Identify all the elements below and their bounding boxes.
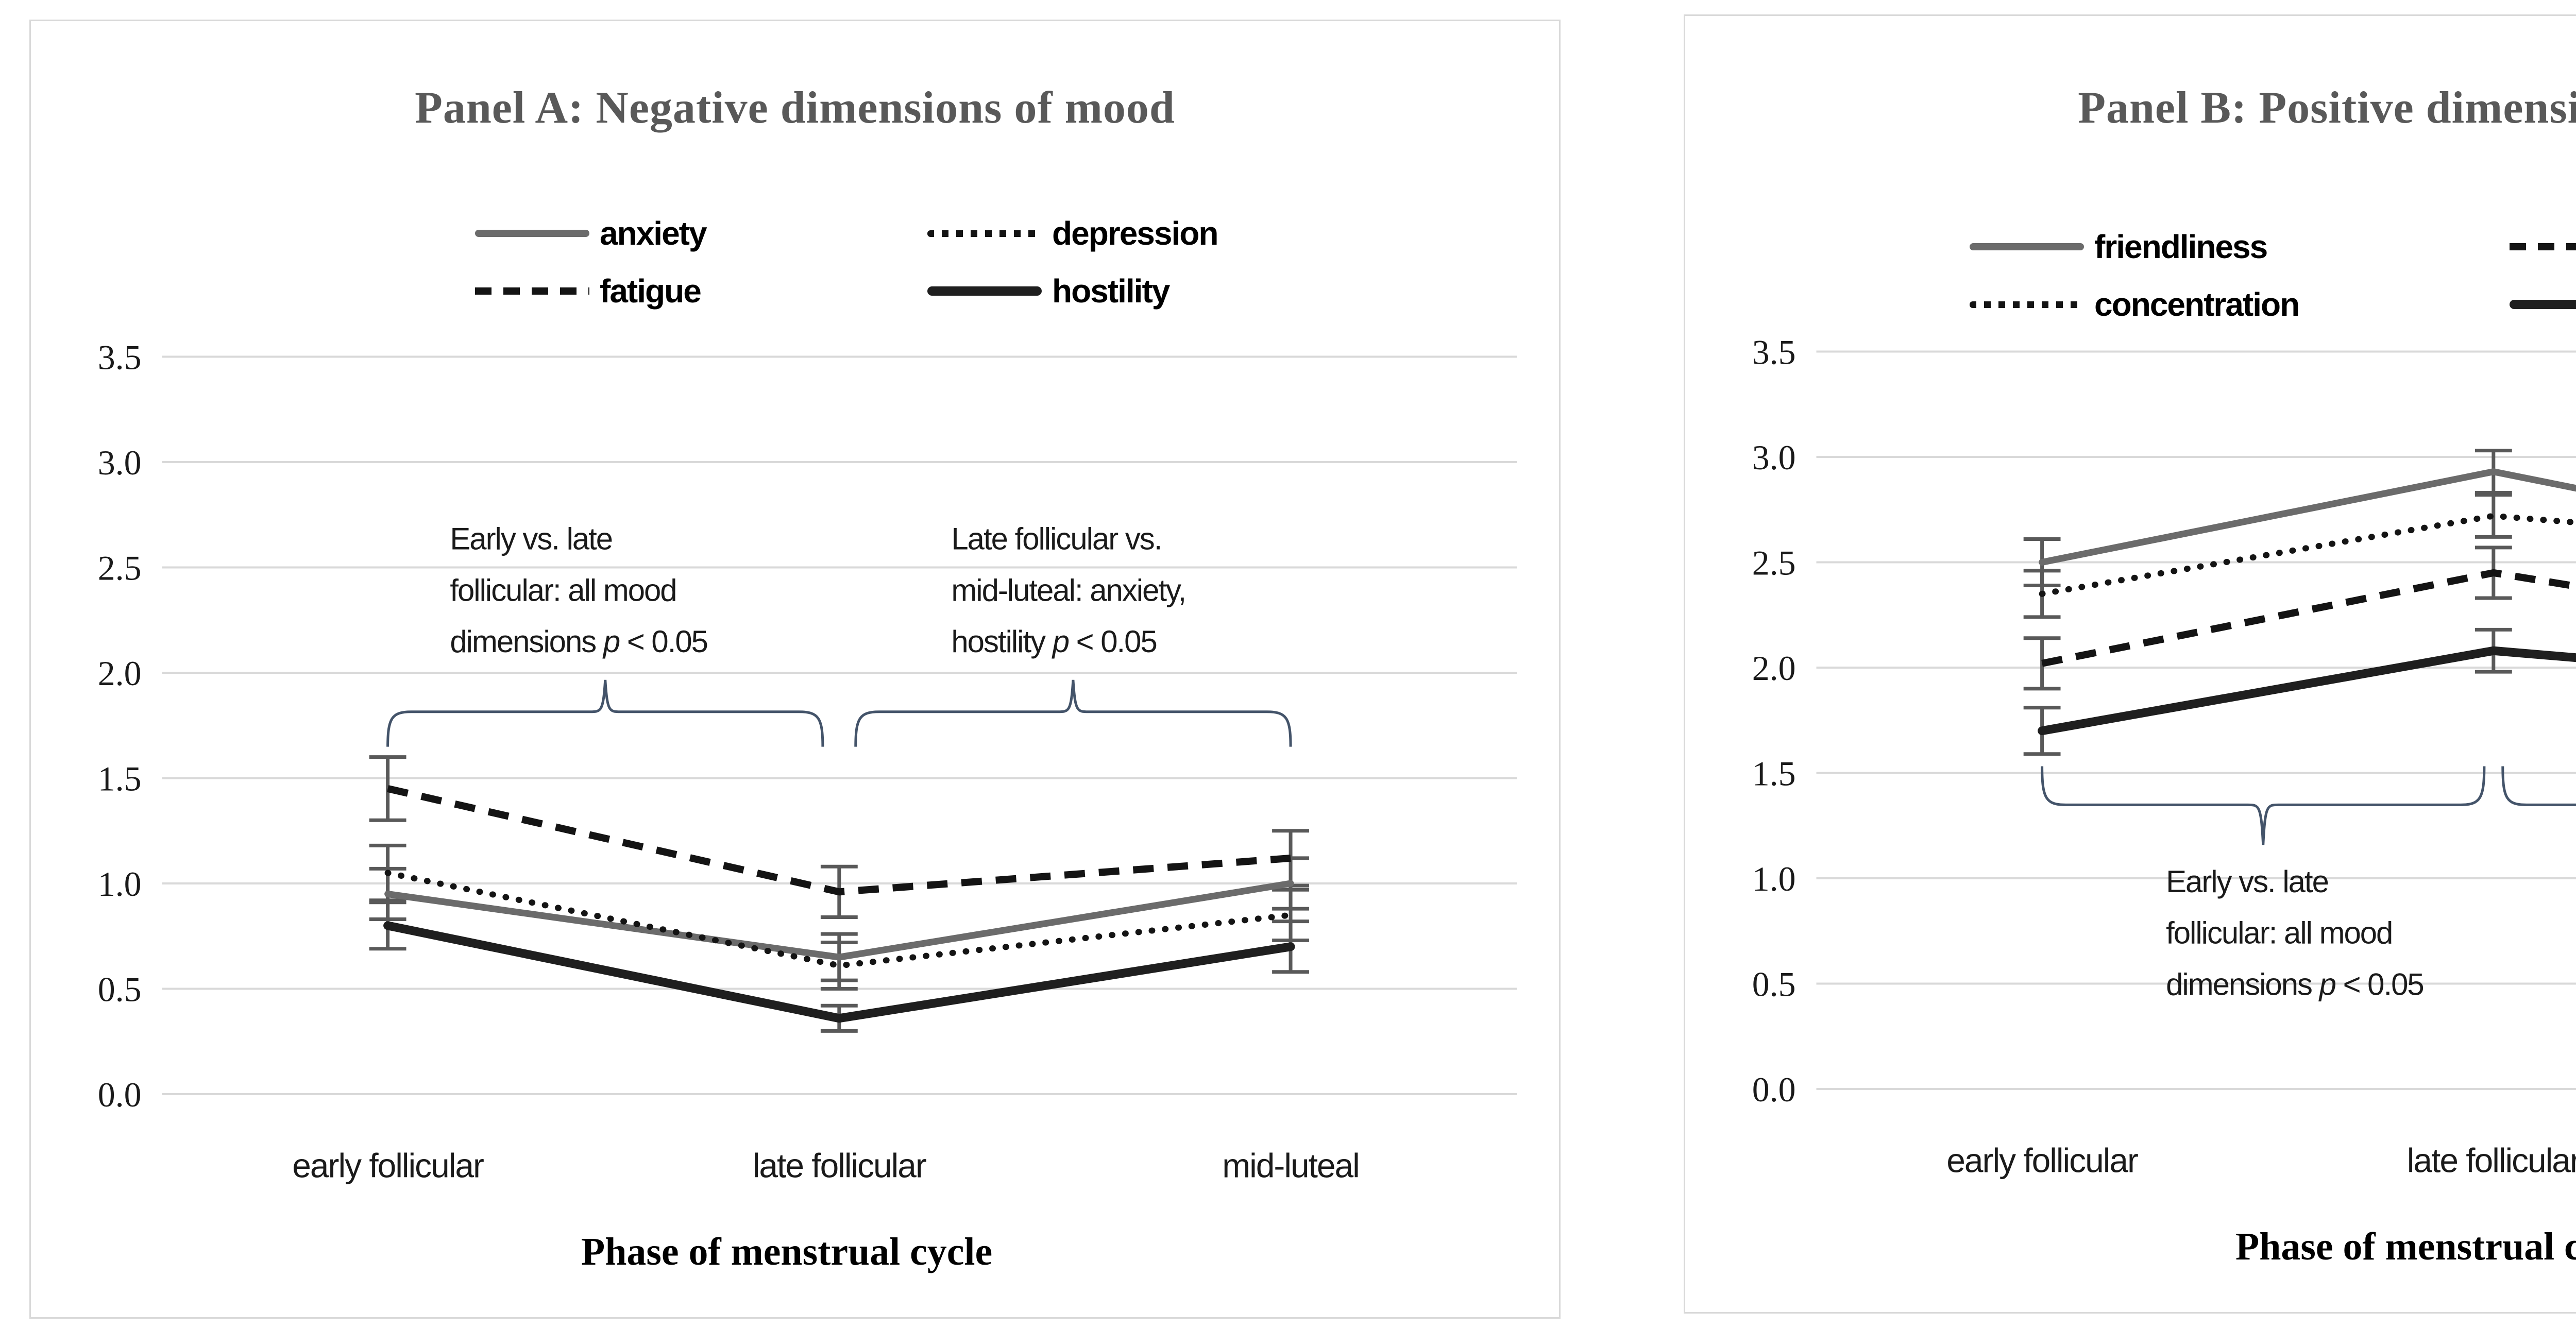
legend-item-cheerfulness: cheerfulness xyxy=(2510,228,2576,266)
y-axis-tick-labels: 3.5 3.0 2.5 2.0 1.5 1.0 0.5 0.0 xyxy=(1752,333,1796,1109)
legend-item-fatigue: fatigue xyxy=(475,272,927,310)
x-tick-label: late follicular xyxy=(753,1147,926,1185)
legend-label: depression xyxy=(1052,215,1218,252)
panel-title: Panel A: Negative dimensions of mood xyxy=(415,83,1175,133)
annotation-line: Late follicular vs. xyxy=(951,522,1161,556)
legend-label: hostility xyxy=(1052,273,1170,310)
legend: friendliness cheerfulness concentration … xyxy=(1970,218,2576,333)
line-sample-icon xyxy=(1970,243,2084,250)
significance-brace xyxy=(854,679,1292,747)
series-lines xyxy=(383,785,1295,1023)
legend-label: fatigue xyxy=(600,273,702,310)
x-tick-label: mid-luteal xyxy=(1222,1147,1359,1185)
plot-area-positive: 3.5 3.0 2.5 2.0 1.5 1.0 0.5 0.0 Early vs. late fo… xyxy=(1752,333,2576,1268)
annotation-line: follicular: all mood xyxy=(450,573,676,607)
x-axis-title: Phase of menstrual cycle xyxy=(2235,1225,2576,1268)
y-tick-label: 0.5 xyxy=(98,970,142,1009)
line-sample-icon xyxy=(927,230,1042,237)
legend-item-hostility: hostility xyxy=(927,272,1380,310)
annotation: Late follicular vs. mid-luteal: anxiety, h… xyxy=(951,522,1187,659)
y-tick-label: 2.5 xyxy=(1752,543,1796,582)
y-tick-label: 0.0 xyxy=(98,1076,142,1114)
annotation-line: Early vs. late xyxy=(450,522,612,556)
x-tick-label: early follicular xyxy=(1946,1142,2138,1180)
annotation-line: dimensions p < 0.05 xyxy=(2166,967,2424,1001)
series-lines xyxy=(2038,468,2576,736)
x-axis-tick-labels: early follicular late follicular mid-lutea… xyxy=(292,1147,1360,1185)
y-tick-label: 2.5 xyxy=(98,549,142,587)
series-line-depression xyxy=(384,870,1294,969)
legend-label: concentration xyxy=(2094,286,2300,323)
series-line-anxiety xyxy=(384,880,1294,961)
panel-negative-mood: 3.5 3.0 2.5 2.0 1.5 1.0 0.5 0.0 Early vs. late fo… xyxy=(29,20,1561,1319)
line-sample-icon xyxy=(2510,300,2576,309)
line-sample-icon xyxy=(2510,243,2576,250)
annotation-line: dimensions p < 0.05 xyxy=(450,624,707,659)
error-bars xyxy=(2023,449,2512,756)
y-tick-label: 2.0 xyxy=(1752,649,1796,688)
legend-item-activity: activity xyxy=(2510,285,2576,324)
legend-label: friendliness xyxy=(2094,228,2268,265)
y-tick-label: 1.5 xyxy=(1752,754,1796,793)
x-tick-label: late follicular xyxy=(2407,1142,2576,1180)
y-tick-label: 1.0 xyxy=(1752,860,1796,898)
line-sample-icon xyxy=(927,286,1042,296)
annotation-line: Early vs. late xyxy=(2166,864,2328,899)
series-line-concentration xyxy=(2039,513,2576,597)
x-tick-label: early follicular xyxy=(292,1147,484,1185)
legend-label: anxiety xyxy=(600,215,707,252)
y-tick-label: 2.0 xyxy=(98,654,142,693)
legend-item-concentration: concentration xyxy=(1970,285,2510,324)
y-tick-label: 3.0 xyxy=(1752,438,1796,477)
y-tick-label: 3.5 xyxy=(98,338,142,377)
line-sample-icon xyxy=(475,287,589,295)
plot-area-negative: 3.5 3.0 2.5 2.0 1.5 1.0 0.5 0.0 Early vs. late fo… xyxy=(98,338,1517,1273)
significance-brace xyxy=(386,679,824,747)
annotation-line: hostility p < 0.05 xyxy=(951,624,1156,659)
y-tick-label: 1.5 xyxy=(98,759,142,798)
series-line-hostility xyxy=(383,921,1295,1023)
y-tick-label: 3.5 xyxy=(1752,333,1796,371)
annotation-line: mid-luteal: anxiety, xyxy=(951,573,1185,607)
y-axis-tick-labels: 3.5 3.0 2.5 2.0 1.5 1.0 0.5 0.0 xyxy=(98,338,142,1114)
legend-item-friendliness: friendliness xyxy=(1970,228,2510,266)
annotation: Early vs. late follicular: all mood dimens… xyxy=(2166,864,2425,1002)
x-axis-title: Phase of menstrual cycle xyxy=(581,1230,992,1273)
annotation: Early vs. late follicular: all mood dimens… xyxy=(450,522,708,659)
series-line-fatigue xyxy=(387,785,1291,896)
y-tick-label: 3.0 xyxy=(98,444,142,482)
annotation-line: follicular: all mood xyxy=(2166,916,2392,950)
y-tick-label: 0.5 xyxy=(1752,965,1796,1003)
legend: anxiety depression fatigue hostility xyxy=(475,205,1380,320)
y-tick-label: 1.0 xyxy=(98,865,142,904)
significance-brace xyxy=(2501,766,2576,806)
line-sample-icon xyxy=(475,230,589,237)
legend-item-anxiety: anxiety xyxy=(475,214,927,252)
y-tick-label: 0.0 xyxy=(1752,1070,1796,1109)
series-line-cheerfulness xyxy=(2041,569,2576,667)
significance-brace xyxy=(2041,766,2486,845)
series-line-friendliness xyxy=(2039,468,2576,566)
line-sample-icon xyxy=(1970,301,2084,308)
panel-title: Panel B: Positive dimensions of mood xyxy=(2078,83,2576,133)
legend-item-depression: depression xyxy=(927,214,1380,252)
panel-positive-mood: 3.5 3.0 2.5 2.0 1.5 1.0 0.5 0.0 Early vs. late fo… xyxy=(1684,14,2576,1314)
series-line-activity xyxy=(2038,646,2576,736)
